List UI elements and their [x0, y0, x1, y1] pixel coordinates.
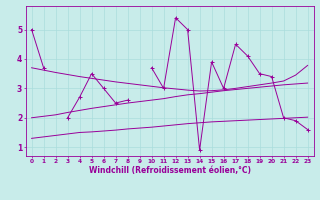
X-axis label: Windchill (Refroidissement éolien,°C): Windchill (Refroidissement éolien,°C): [89, 166, 251, 175]
